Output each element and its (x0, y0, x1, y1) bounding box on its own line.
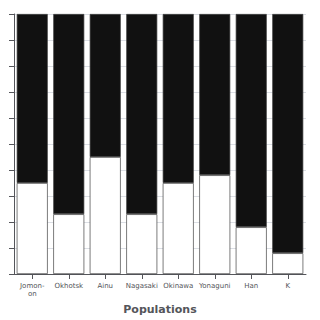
svg-text:Ainu: Ainu (97, 282, 113, 290)
svg-text:Han: Han (244, 282, 258, 290)
svg-text:Populations: Populations (123, 303, 197, 316)
svg-text:Nagasaki: Nagasaki (126, 282, 158, 290)
svg-text:Yonaguni: Yonaguni (198, 282, 231, 290)
svg-text:Okinawa: Okinawa (163, 282, 193, 290)
svg-text:Okhotsk: Okhotsk (54, 282, 84, 290)
svg-text:on: on (28, 290, 37, 298)
svg-text:K: K (285, 282, 290, 290)
svg-text:Jomon-: Jomon- (19, 282, 45, 290)
